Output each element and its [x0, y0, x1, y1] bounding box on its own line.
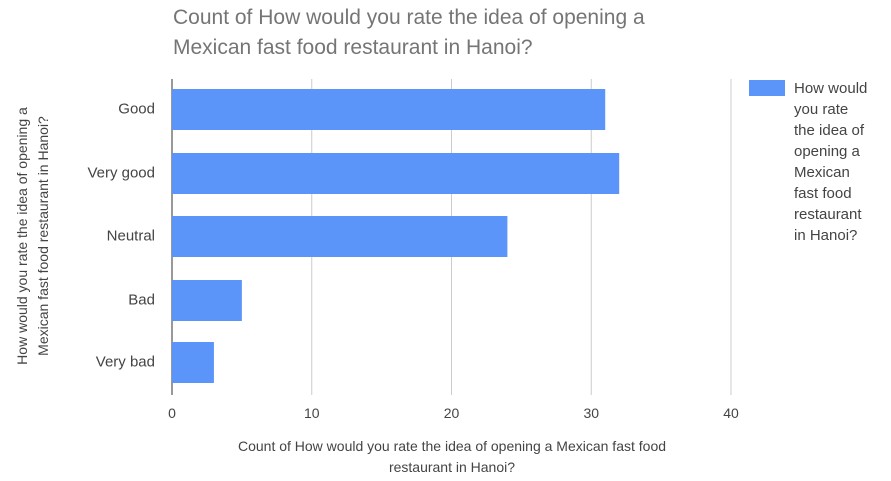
legend-swatch [749, 80, 785, 96]
x-axis-title-line-1: Count of How would you rate the idea of … [238, 438, 666, 454]
bar-good [172, 89, 606, 130]
y-axis-title-line-2: Mexican fast food restaurant in Hanoi? [35, 116, 51, 356]
chart-title-line-1: Count of How would you rate the idea of … [173, 6, 645, 29]
bars [172, 89, 620, 383]
legend-label-line: in Hanoi? [794, 227, 857, 244]
x-tick-labels: 0 10 20 30 40 [168, 405, 739, 421]
y-axis-title: How would you rate the idea of opening a… [14, 107, 51, 365]
legend-label-line: opening a [794, 143, 861, 160]
legend-label: How would you rate the idea of opening a Mex… [794, 80, 867, 244]
x-tick-label: 30 [583, 405, 599, 421]
chart-title: Count of How would you rate the idea of … [173, 6, 645, 59]
y-axis-title-line-1: How would you rate the idea of opening a [14, 107, 30, 365]
x-tick-label: 10 [304, 405, 320, 421]
category-label-neutral: Neutral [107, 227, 155, 244]
bar-very-good [172, 153, 620, 194]
category-label-very-good: Very good [87, 164, 155, 181]
bar-very-bad [172, 342, 214, 383]
category-label-bad: Bad [128, 291, 155, 308]
x-tick-label: 40 [723, 405, 739, 421]
bar-neutral [172, 216, 508, 257]
bar-bad [172, 280, 242, 321]
legend-label-line: restaurant [794, 206, 862, 223]
chart-title-line-2: Mexican fast food restaurant in Hanoi? [173, 36, 533, 59]
legend-label-line: you rate [794, 101, 848, 118]
legend-label-line: the idea of [794, 122, 865, 139]
legend-label-line: How would [794, 80, 867, 97]
category-labels: Good Very good Neutral Bad Very bad [87, 100, 155, 370]
legend-label-line: Mexican [794, 164, 850, 181]
x-tick-label: 0 [168, 405, 176, 421]
category-label-very-bad: Very bad [96, 353, 155, 370]
legend-label-line: fast food [794, 185, 852, 202]
x-axis-title: Count of How would you rate the idea of … [238, 438, 666, 475]
category-label-good: Good [118, 100, 155, 117]
legend: How would you rate the idea of opening a Mex… [749, 80, 867, 244]
x-tick-label: 20 [444, 405, 460, 421]
x-axis-title-line-2: restaurant in Hanoi? [389, 459, 515, 475]
